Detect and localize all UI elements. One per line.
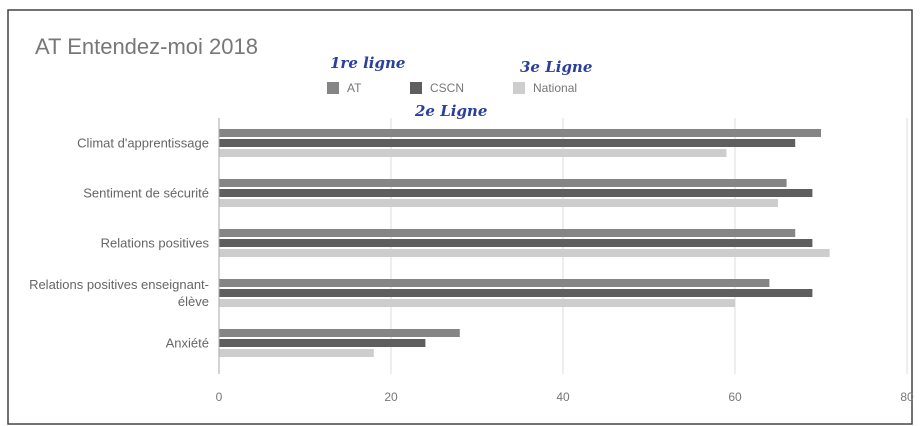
y-tick-label: Relations positives	[100, 235, 209, 251]
y-tick-label: Climat d'apprentissage	[77, 135, 209, 151]
bar	[219, 289, 813, 297]
x-tick-label: 0	[216, 390, 223, 404]
bar	[219, 239, 813, 247]
bar	[219, 189, 813, 197]
legend-swatch	[327, 82, 339, 94]
annotation: 2e Ligne	[414, 102, 487, 120]
x-tick-label: 40	[556, 390, 570, 404]
bar	[219, 279, 770, 287]
legend-swatch	[410, 82, 422, 94]
bar	[219, 139, 796, 147]
bar	[219, 229, 796, 237]
chart-title: AT Entendez-moi 2018	[35, 34, 258, 59]
bar	[219, 179, 787, 187]
bar	[219, 329, 460, 337]
y-tick-label: Sentiment de sécurité	[83, 185, 209, 201]
bar	[219, 349, 374, 357]
bar	[219, 249, 830, 257]
legend-swatch	[513, 82, 525, 94]
annotation: 1re ligne	[330, 54, 405, 72]
frame	[7, 9, 913, 425]
annotation: 3e Ligne	[520, 58, 592, 76]
x-tick-label: 80	[900, 390, 914, 404]
bar	[219, 129, 821, 137]
legend-label: CSCN	[430, 81, 464, 95]
y-tick-label: Anxiété	[165, 335, 209, 351]
legend-label: National	[533, 81, 577, 95]
x-tick-label: 20	[384, 390, 398, 404]
bar	[219, 299, 735, 307]
y-tick-label: Relations positives enseignant-élève	[29, 277, 209, 309]
x-tick-label: 60	[728, 390, 742, 404]
bar	[219, 199, 778, 207]
bar	[219, 149, 727, 157]
bar	[219, 339, 426, 347]
legend-label: AT	[347, 81, 362, 95]
